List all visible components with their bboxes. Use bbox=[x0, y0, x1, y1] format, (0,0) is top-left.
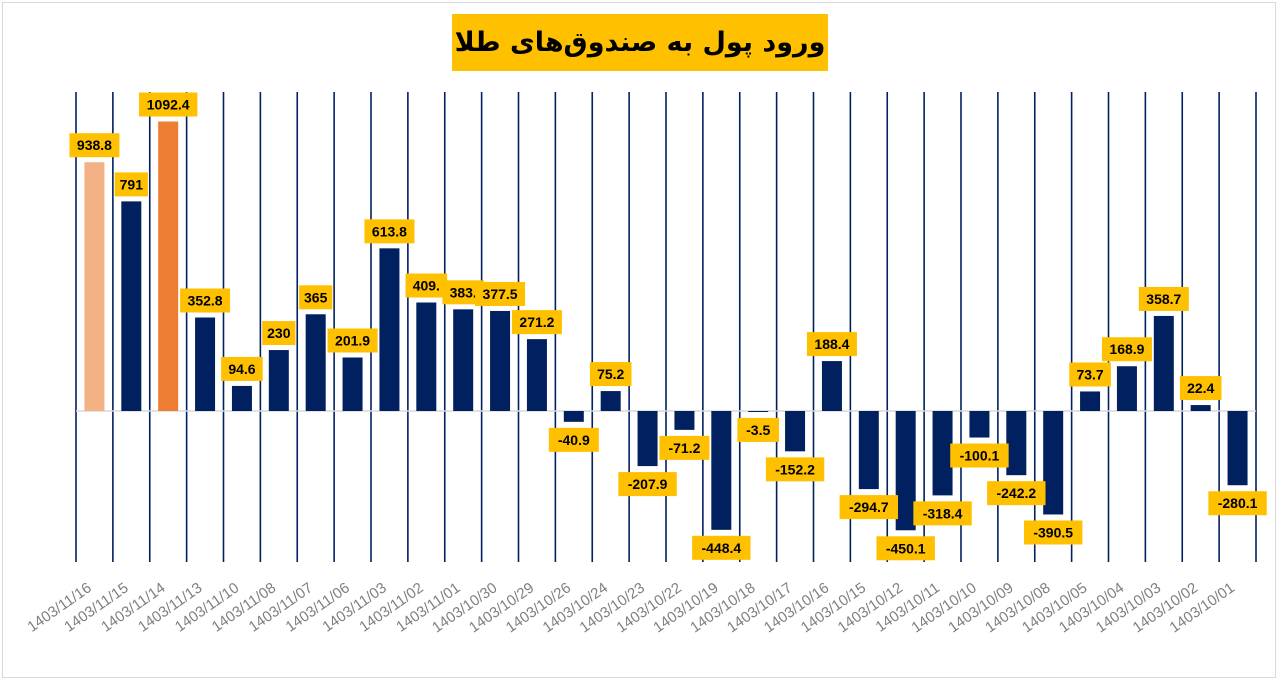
data-label-box bbox=[765, 457, 825, 482]
bar bbox=[674, 411, 695, 430]
bar bbox=[711, 411, 732, 530]
data-label-box bbox=[692, 535, 751, 560]
data-label-box bbox=[806, 332, 857, 357]
data-label-box bbox=[114, 172, 148, 197]
data-label: 791 bbox=[120, 176, 144, 192]
data-label-box bbox=[1138, 286, 1189, 311]
data-label: 94.6 bbox=[228, 361, 255, 377]
data-label: -40.9 bbox=[558, 432, 590, 448]
bar bbox=[379, 248, 400, 411]
bar bbox=[563, 411, 584, 422]
bar bbox=[969, 411, 990, 438]
bar bbox=[1116, 366, 1137, 411]
data-label: 938.8 bbox=[77, 137, 112, 153]
data-label-box bbox=[138, 92, 198, 117]
data-label-box bbox=[950, 443, 1009, 468]
data-label-box bbox=[180, 288, 231, 313]
data-label: -450.1 bbox=[886, 540, 926, 556]
bar bbox=[1043, 411, 1064, 515]
data-label-box bbox=[1101, 337, 1152, 362]
data-label-box bbox=[618, 472, 677, 497]
bar bbox=[785, 411, 806, 452]
bar bbox=[231, 385, 252, 411]
data-label-box bbox=[511, 310, 562, 335]
bar bbox=[600, 391, 621, 411]
bar bbox=[932, 411, 953, 496]
bar bbox=[490, 310, 511, 411]
data-label-box bbox=[475, 281, 526, 306]
data-label: -100.1 bbox=[960, 448, 1000, 464]
data-label-box bbox=[299, 285, 333, 310]
bar bbox=[821, 361, 842, 411]
bar bbox=[1227, 411, 1248, 486]
data-label-box bbox=[1069, 362, 1111, 387]
data-label: 73.7 bbox=[1076, 366, 1103, 382]
bar bbox=[416, 302, 437, 411]
data-label: 271.2 bbox=[519, 314, 554, 330]
data-label: -3.5 bbox=[746, 422, 770, 438]
data-label-box bbox=[405, 273, 448, 298]
data-label-box bbox=[839, 495, 899, 520]
data-label: 22.4 bbox=[1187, 380, 1214, 396]
data-label-box bbox=[69, 133, 120, 158]
data-label-box bbox=[327, 328, 378, 353]
bar bbox=[1006, 411, 1027, 476]
data-label: 201.9 bbox=[335, 332, 370, 348]
data-label: 409. bbox=[413, 278, 440, 294]
bar bbox=[342, 357, 363, 411]
data-label: 188.4 bbox=[814, 336, 849, 352]
bar bbox=[121, 201, 142, 411]
data-label: 377.5 bbox=[483, 286, 518, 302]
data-label: 230 bbox=[267, 325, 291, 341]
data-label-box bbox=[876, 536, 935, 561]
bar bbox=[453, 309, 474, 411]
data-label: -318.4 bbox=[923, 505, 963, 521]
data-label: 168.9 bbox=[1109, 341, 1144, 357]
bar bbox=[1153, 315, 1174, 411]
data-label-box bbox=[913, 501, 972, 526]
bar bbox=[158, 121, 179, 411]
data-label-box bbox=[1023, 520, 1083, 545]
bar bbox=[1190, 405, 1211, 411]
bar bbox=[526, 339, 547, 411]
bar bbox=[1080, 391, 1101, 411]
chart-title-box: ورود پول به صندوق‌های طلا bbox=[452, 14, 828, 71]
data-label-box bbox=[737, 417, 779, 442]
chart-title: ورود پول به صندوق‌های طلا bbox=[454, 27, 826, 58]
data-label: -280.1 bbox=[1218, 495, 1258, 511]
data-label: 365 bbox=[304, 289, 328, 305]
bar bbox=[895, 411, 916, 531]
data-label-box bbox=[589, 362, 632, 387]
data-label-box bbox=[364, 219, 415, 244]
data-label-box bbox=[221, 356, 263, 381]
bar bbox=[268, 350, 289, 411]
bar bbox=[84, 162, 105, 411]
data-label: 1092.4 bbox=[147, 97, 190, 113]
data-label: 75.2 bbox=[597, 366, 624, 382]
data-label-box bbox=[1179, 376, 1222, 401]
data-label-box bbox=[262, 321, 296, 346]
data-label-box bbox=[548, 427, 599, 452]
data-label: -207.9 bbox=[628, 476, 668, 492]
data-label: 358.7 bbox=[1146, 291, 1181, 307]
bar bbox=[305, 314, 326, 411]
bar bbox=[195, 317, 216, 411]
bar bbox=[748, 411, 769, 412]
data-label: -294.7 bbox=[849, 499, 889, 515]
data-label: 352.8 bbox=[188, 293, 223, 309]
data-label-box bbox=[1208, 491, 1267, 516]
data-label-box bbox=[659, 435, 710, 460]
bar bbox=[858, 411, 879, 490]
data-label-box bbox=[987, 481, 1046, 506]
data-label: -152.2 bbox=[775, 461, 815, 477]
data-label: -71.2 bbox=[668, 440, 700, 456]
data-label: 613.8 bbox=[372, 223, 407, 239]
bar bbox=[637, 411, 658, 467]
data-label: 383. bbox=[450, 284, 477, 300]
data-label: -390.5 bbox=[1033, 524, 1073, 540]
data-label: -448.4 bbox=[701, 540, 741, 556]
data-label: -242.2 bbox=[996, 485, 1036, 501]
